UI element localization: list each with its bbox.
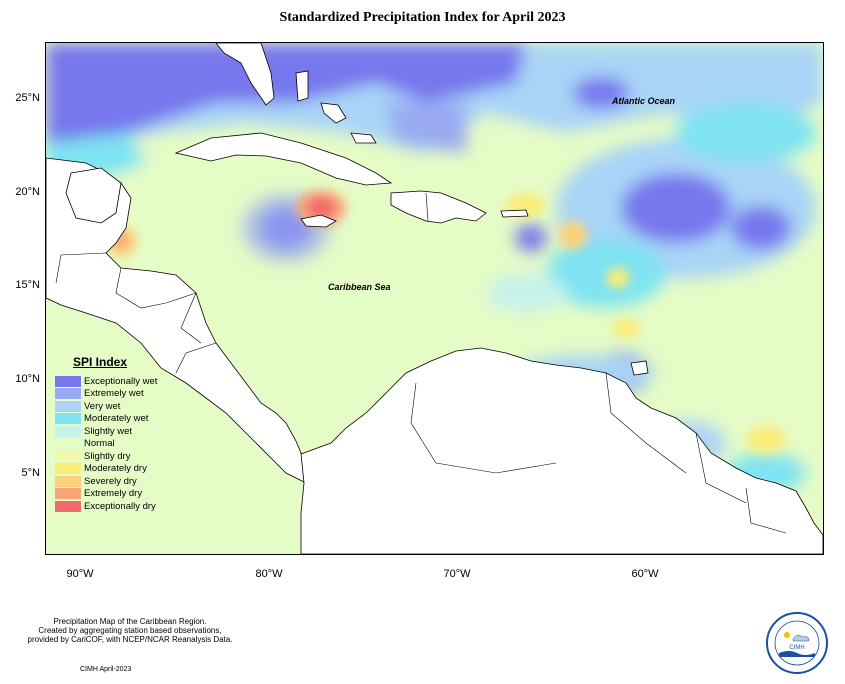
legend-label: Moderately wet bbox=[84, 413, 149, 425]
land-masses bbox=[46, 43, 823, 554]
cloud-icon bbox=[792, 635, 810, 642]
legend-item: Moderately dry bbox=[55, 463, 165, 476]
legend-swatch bbox=[55, 400, 81, 412]
legend-swatch bbox=[55, 375, 81, 387]
y-tick-10n: 10°N bbox=[15, 373, 40, 385]
map-area: Atlantic Ocean Caribbean Sea bbox=[45, 42, 824, 555]
legend-label: Severely dry bbox=[84, 475, 137, 487]
logo-text: CIMH bbox=[789, 645, 804, 651]
credits-line-1: Precipitation Map of the Caribbean Regio… bbox=[53, 617, 207, 626]
legend-item: Exceptionally dry bbox=[55, 500, 165, 513]
sun-icon bbox=[784, 632, 790, 638]
legend-label: Very wet bbox=[84, 400, 121, 412]
legend-swatch bbox=[55, 438, 81, 450]
legend-item: Moderately wet bbox=[55, 413, 165, 426]
y-tick-20n: 20°N bbox=[15, 186, 40, 198]
legend: SPI Index Exceptionally wet Extremely wet… bbox=[55, 355, 165, 513]
legend-item: Normal bbox=[55, 438, 165, 451]
country-borders bbox=[55, 192, 787, 534]
legend-label: Extremely wet bbox=[84, 388, 144, 400]
cimh-logo: CIMH bbox=[765, 611, 829, 675]
footer-date: CIMH April-2023 bbox=[80, 666, 132, 673]
x-tick-60w: 60°W bbox=[631, 568, 659, 580]
legend-label: Exceptionally wet bbox=[84, 375, 158, 387]
legend-item: Slightly wet bbox=[55, 425, 165, 438]
legend-label: Extremely dry bbox=[84, 488, 143, 500]
legend-label: Exceptionally dry bbox=[84, 500, 156, 512]
y-tick-15n: 15°N bbox=[15, 279, 40, 291]
legend-swatch bbox=[55, 413, 81, 425]
credits-line-2: Created by aggregating station based obs… bbox=[38, 626, 222, 635]
legend-item: Extremely dry bbox=[55, 488, 165, 501]
map-title: Standardized Precipitation Index for Apr… bbox=[279, 10, 566, 25]
legend-item: Severely dry bbox=[55, 475, 165, 488]
x-tick-70w: 70°W bbox=[443, 568, 471, 580]
y-tick-25n: 25°N bbox=[15, 92, 40, 104]
legend-label: Moderately dry bbox=[84, 463, 147, 475]
legend-title: SPI Index bbox=[73, 355, 128, 369]
legend-item: Extremely wet bbox=[55, 388, 165, 401]
caribbean-sea-label: Caribbean Sea bbox=[328, 282, 391, 292]
wave-icon bbox=[779, 651, 815, 657]
x-tick-90w: 90°W bbox=[66, 568, 94, 580]
legend-swatch bbox=[55, 450, 81, 462]
legend-swatch bbox=[55, 463, 81, 475]
legend-item: Very wet bbox=[55, 400, 165, 413]
atlantic-ocean-label: Atlantic Ocean bbox=[611, 96, 676, 106]
legend-swatch bbox=[55, 475, 81, 487]
credits: Precipitation Map of the Caribbean Regio… bbox=[10, 617, 250, 644]
legend-label: Normal bbox=[84, 438, 115, 450]
spi-field bbox=[46, 43, 823, 541]
legend-swatch bbox=[55, 425, 81, 437]
legend-item: Exceptionally wet bbox=[55, 375, 165, 388]
legend-swatch bbox=[55, 388, 81, 400]
legend-swatch bbox=[55, 488, 81, 500]
legend-item: Slightly dry bbox=[55, 450, 165, 463]
credits-line-3: provided by CariCOF, with NCEP/NCAR Rean… bbox=[27, 635, 233, 644]
legend-label: Slightly dry bbox=[84, 450, 131, 462]
legend-swatch bbox=[55, 500, 81, 512]
y-tick-5n: 5°N bbox=[21, 467, 40, 479]
legend-label: Slightly wet bbox=[84, 425, 133, 437]
x-tick-80w: 80°W bbox=[255, 568, 283, 580]
